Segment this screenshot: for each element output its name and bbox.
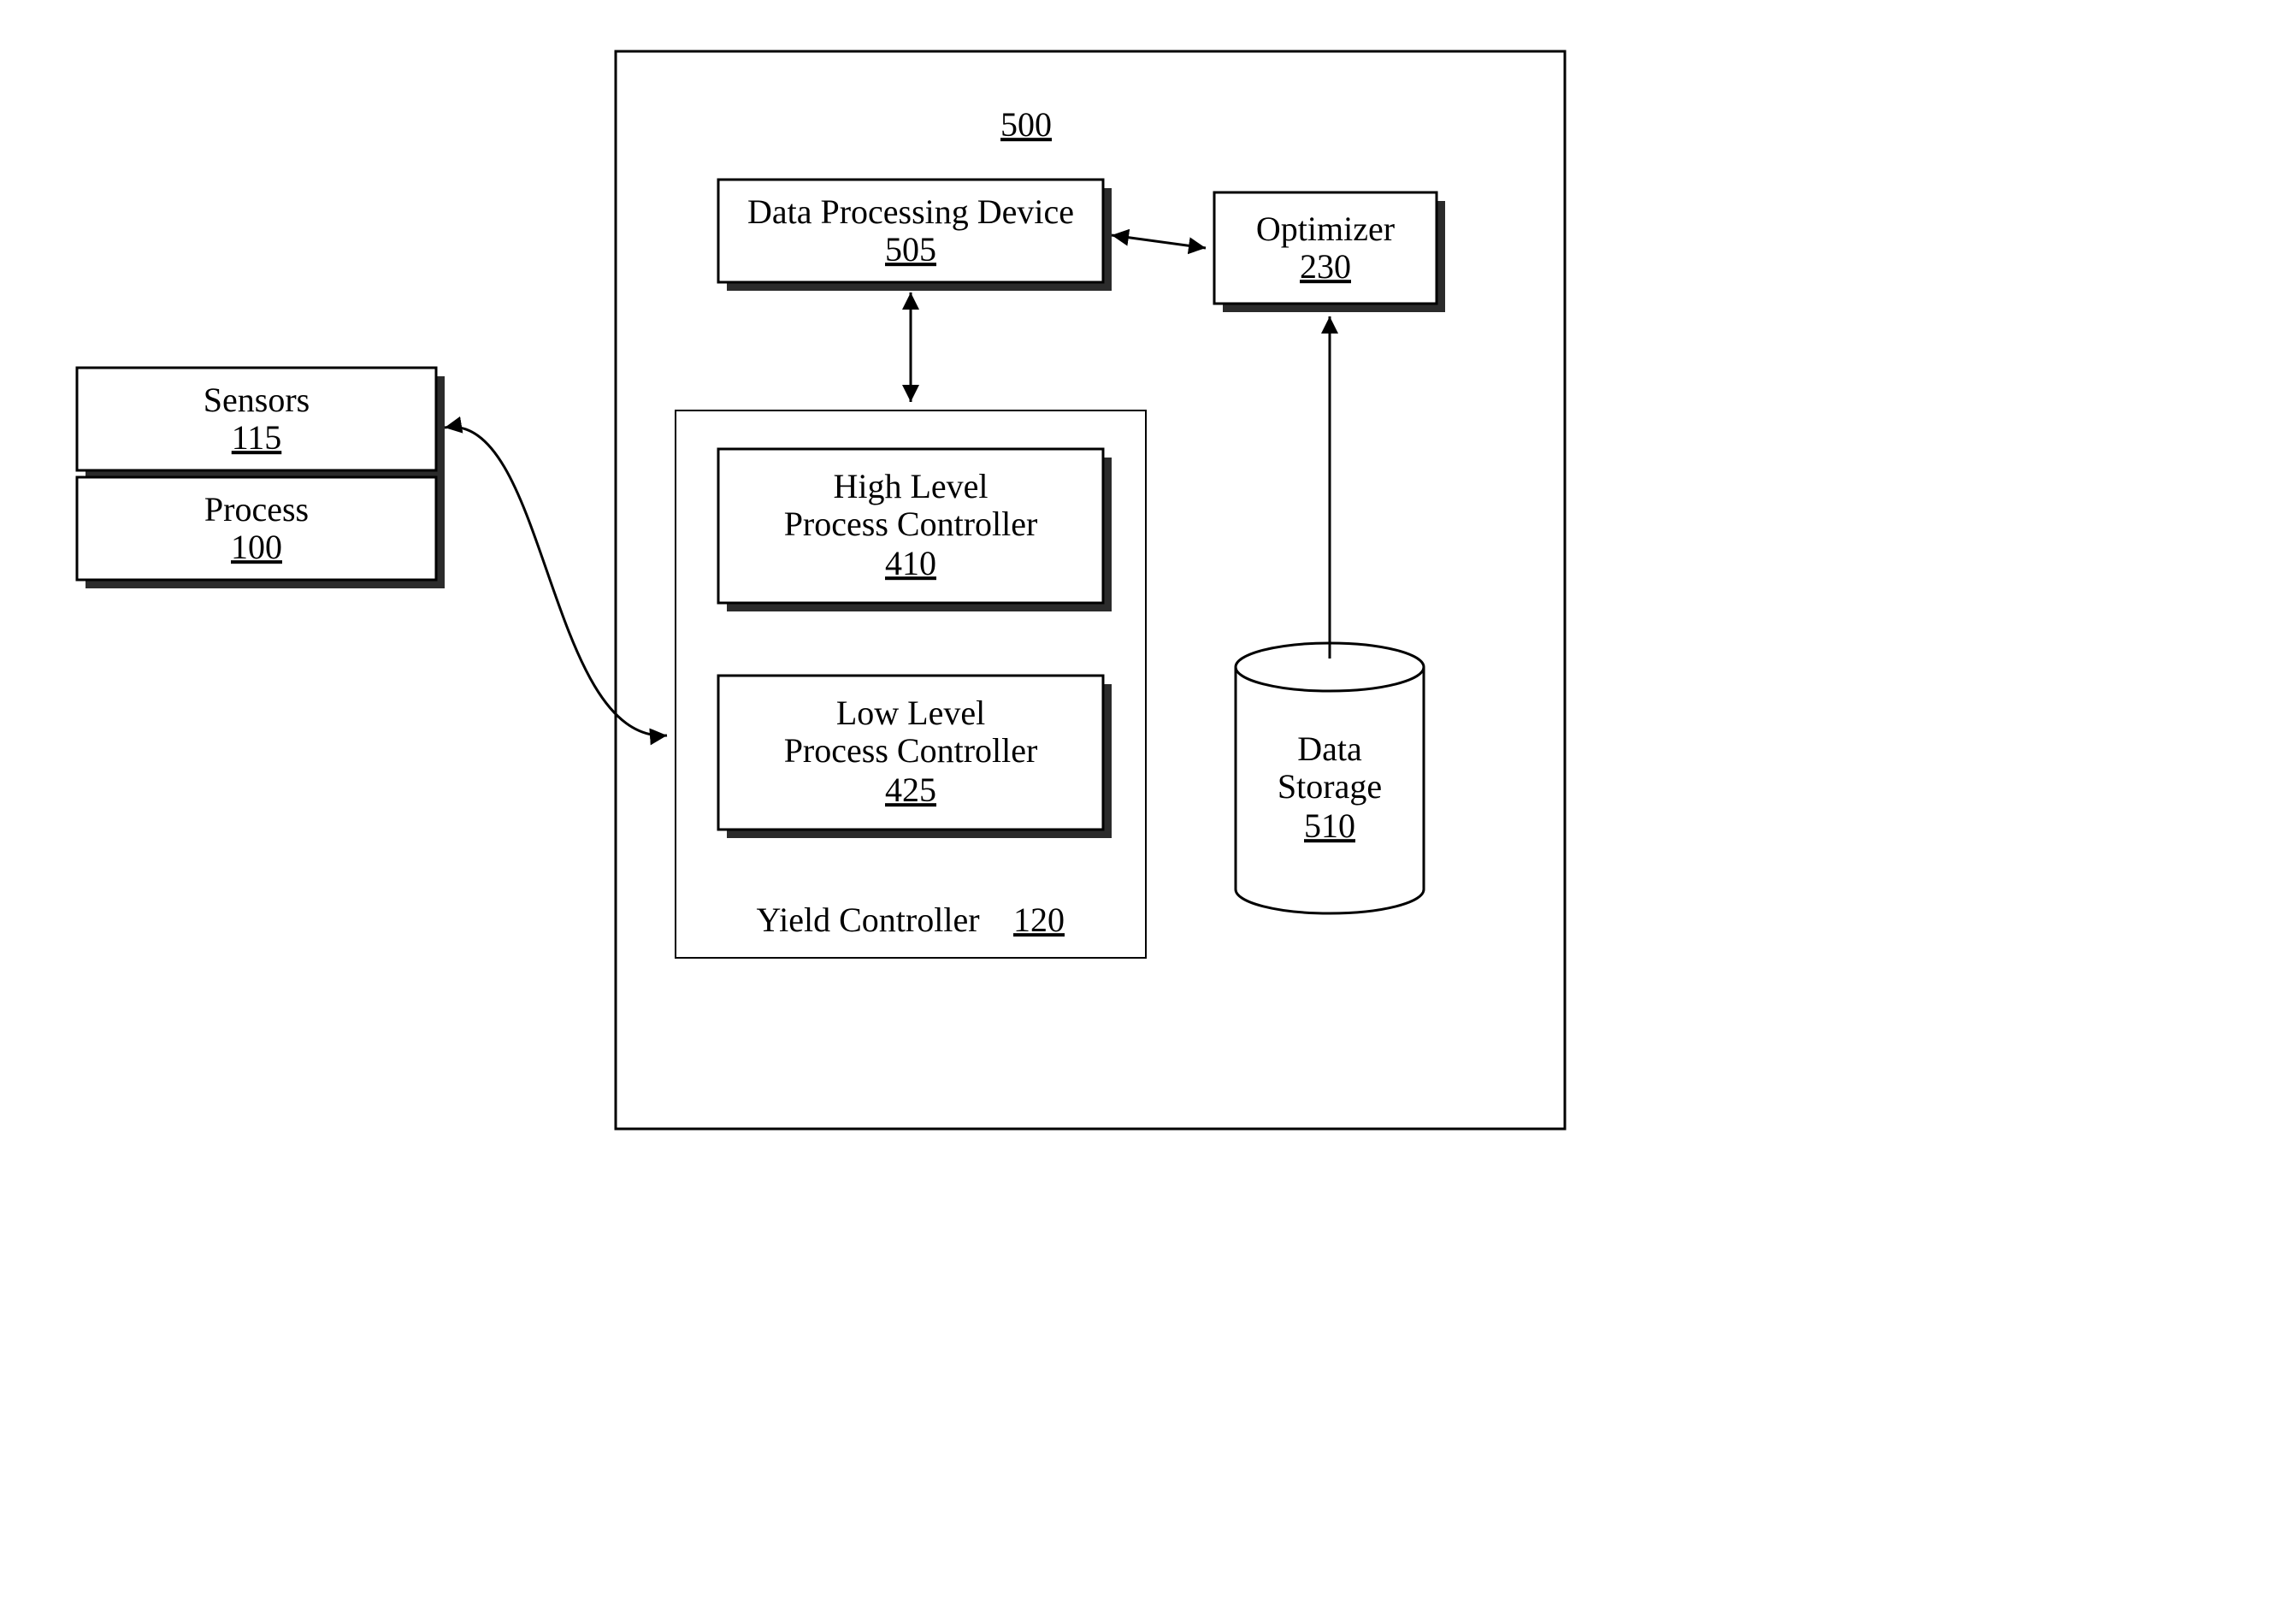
high-level-label-2: Process Controller [784,505,1038,543]
yield-controller-ref: 120 [1013,901,1065,939]
arrow-dpd-optimizer [1112,235,1206,248]
data-storage-label-1: Data [1297,729,1362,768]
yield-controller-label: Yield Controller [756,901,979,939]
dpd-ref: 505 [885,230,936,269]
process-ref: 100 [231,528,282,566]
high-level-label-1: High Level [833,467,988,505]
optimizer-ref: 230 [1300,247,1351,286]
optimizer-label: Optimizer [1256,210,1395,248]
dpd-label: Data Processing Device [747,192,1074,231]
low-level-ref: 425 [885,771,936,809]
low-level-label-2: Process Controller [784,731,1038,770]
low-level-label-1: Low Level [836,694,985,732]
sensors-label: Sensors [204,381,310,419]
sensors-ref: 115 [232,418,282,457]
system-ref: 500 [1000,105,1052,144]
data-storage-label-2: Storage [1278,767,1382,806]
data-storage-ref: 510 [1304,806,1355,845]
process-label: Process [204,490,309,529]
high-level-ref: 410 [885,544,936,582]
arrow-sensors-yield [445,427,667,735]
